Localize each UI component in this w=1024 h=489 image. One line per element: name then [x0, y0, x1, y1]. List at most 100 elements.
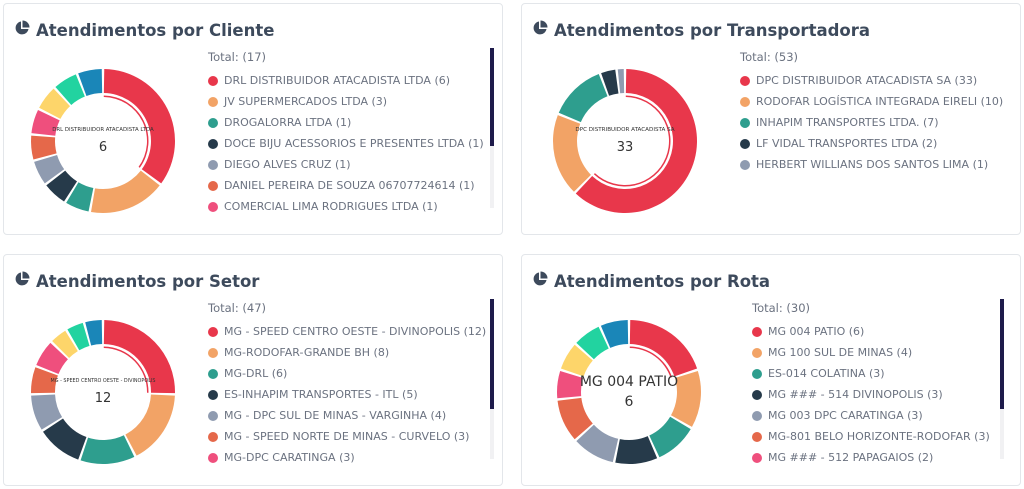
donut-chart[interactable]: DRL DISTRIBUIDOR ATACADISTA LTDA 6 [18, 56, 188, 226]
donut-slice[interactable] [39, 88, 71, 119]
donut-slice[interactable] [576, 326, 609, 360]
donut-slice[interactable] [31, 110, 60, 136]
legend-label: RODOFAR LOGÍSTICA INTEGRADA EIRELI (10) [756, 95, 1004, 108]
legend-item[interactable]: JV SUPERMERCADOS LTDA (3) [208, 91, 488, 112]
legend-color-dot [740, 138, 750, 149]
donut-slice[interactable] [78, 69, 103, 96]
donut-slice[interactable] [125, 394, 175, 456]
donut-chart[interactable]: DPC DISTRIBUIDOR ATACADISTA SA 33 [540, 56, 710, 226]
legend-color-dot [208, 389, 218, 400]
donut-slice[interactable] [31, 394, 63, 430]
panel-title: Atendimentos por Transportadora [554, 20, 871, 40]
donut-slice[interactable] [560, 344, 593, 377]
donut-slice[interactable] [553, 115, 591, 192]
legend-item[interactable]: ES-014 COLATINA (3) [752, 363, 1002, 384]
donut-slice[interactable] [600, 320, 629, 348]
legend-label: MG 004 PATIO (6) [768, 325, 865, 338]
legend-item[interactable]: DPC DISTRIBUIDOR ATACADISTA SA (33) [740, 70, 1010, 91]
legend-item[interactable]: INHAPIM TRANSPORTES LTDA. (7) [740, 112, 1010, 133]
legend-item[interactable]: DIEGO ALVES CRUZ (1) [208, 154, 488, 175]
legend-color-dot [752, 452, 762, 463]
donut-slice[interactable] [66, 182, 94, 212]
donut-slice[interactable] [52, 330, 78, 359]
donut-slice[interactable] [46, 170, 78, 202]
scrollbar-thumb[interactable] [1000, 299, 1004, 409]
donut-slice[interactable] [103, 69, 175, 184]
legend-label: MG ### - 514 DIVINOPOLIS (3) [768, 388, 943, 401]
donut-slice[interactable] [103, 320, 175, 394]
donut-chart[interactable]: MG - SPEED CENTRO OESTE - DIVINOPOLIS 12 [18, 307, 188, 477]
donut-slice[interactable] [42, 418, 87, 460]
legend-item[interactable]: ES-INHAPIM TRANSPORTES - ITL (5) [208, 384, 488, 405]
card-rota: Atendimentos por Rota MG 004 PATIO 6 Tota… [521, 254, 1021, 486]
legend-color-dot [208, 75, 218, 86]
legend-item[interactable]: DRL DISTRIBUIDOR ATACADISTA LTDA (6) [208, 70, 488, 91]
legend-color-dot [208, 138, 218, 149]
scrollbar-thumb[interactable] [490, 48, 494, 146]
donut-slice[interactable] [558, 73, 608, 123]
legend-item[interactable]: DANIEL PEREIRA DE SOUZA 06707724614 (1) [208, 175, 488, 196]
donut-slice[interactable] [91, 170, 160, 213]
legend-item[interactable]: DROGALORRA LTDA (1) [208, 112, 488, 133]
legend-item[interactable]: COMERCIAL LIMA RODRIGUES LTDA (1) [208, 196, 488, 217]
legend-label: MG - SPEED NORTE DE MINAS - CURVELO (3) [224, 430, 470, 443]
donut-slice[interactable] [34, 154, 65, 184]
legend-label: DPC DISTRIBUIDOR ATACADISTA SA (33) [756, 74, 978, 87]
legend-label: MG-RODOFAR-GRANDE BH (8) [224, 346, 390, 359]
scrollbar[interactable] [490, 48, 494, 208]
legend-item[interactable]: MG 003 DPC CARATINGA (3) [752, 405, 1002, 426]
legend-color-dot [208, 326, 218, 337]
donut-slice[interactable] [85, 320, 103, 346]
pie-chart-icon [532, 271, 554, 291]
legend-label: LF VIDAL TRANSPORTES LTDA (2) [756, 137, 938, 150]
donut-chart[interactable]: MG 004 PATIO 6 [544, 307, 714, 477]
legend-item[interactable]: MG-RODOFAR-GRANDE BH (8) [208, 342, 488, 363]
panel-title: Atendimentos por Rota [554, 271, 771, 291]
legend-item[interactable]: MG 004 PATIO (6) [752, 321, 1002, 342]
scrollbar-thumb[interactable] [490, 299, 494, 409]
donut-slice[interactable] [601, 69, 619, 96]
card-title: Atendimentos por Cliente [14, 20, 274, 40]
donut-slice[interactable] [649, 416, 691, 458]
donut-slice[interactable] [31, 367, 58, 394]
legend-item[interactable]: MG-DRL (6) [208, 363, 488, 384]
legend-item[interactable]: DOCE BIJU ACESSORIOS E PRESENTES LTDA (1… [208, 133, 488, 154]
legend-color-dot [208, 452, 218, 463]
legend-item[interactable]: MG 100 SUL DE MINAS (4) [752, 342, 1002, 363]
legend-item[interactable]: HERBERT WILLIANS DOS SANTOS LIMA (1) [740, 154, 1010, 175]
donut-slice[interactable] [55, 74, 85, 105]
donut-slice[interactable] [36, 342, 68, 374]
donut-slice[interactable] [557, 397, 593, 440]
donut-slice[interactable] [31, 135, 57, 160]
center-value: 6 [99, 140, 107, 155]
scrollbar[interactable] [490, 299, 494, 459]
card-transportadora: Atendimentos por Transportadora DPC DIST… [521, 3, 1021, 235]
legend: Total: (30) MG 004 PATIO (6) MG 100 SUL DE… [752, 301, 1002, 468]
legend-label: COMERCIAL LIMA RODRIGUES LTDA (1) [224, 200, 438, 213]
legend-item[interactable]: MG - SPEED NORTE DE MINAS - CURVELO (3) [208, 426, 488, 447]
donut-slice[interactable] [80, 435, 135, 464]
legend-item[interactable]: RODOFAR LOGÍSTICA INTEGRADA EIRELI (10) [740, 91, 1010, 112]
card-title: Atendimentos por Rota [532, 271, 770, 291]
donut-slice[interactable] [67, 322, 90, 351]
legend-item[interactable]: MG ### - 512 PAPAGAIOS (2) [752, 447, 1002, 468]
donut-slice[interactable] [557, 370, 584, 399]
donut-slice[interactable] [670, 370, 701, 427]
legend-color-dot [208, 117, 218, 128]
donut-slice[interactable] [615, 436, 658, 464]
legend-label: MG 003 DPC CARATINGA (3) [768, 409, 923, 422]
legend-item[interactable]: MG-801 BELO HORIZONTE-RODOFAR (3) [752, 426, 1002, 447]
legend-item[interactable]: MG - DPC SUL DE MINAS - VARGINHA (4) [208, 405, 488, 426]
legend-item[interactable]: MG-DPC CARATINGA (3) [208, 447, 488, 468]
donut-slice[interactable] [617, 69, 625, 94]
donut-slice[interactable] [629, 320, 698, 377]
legend: Total: (53) DPC DISTRIBUIDOR ATACADISTA S… [740, 50, 1010, 175]
legend-color-dot [752, 431, 762, 442]
legend-item[interactable]: MG ### - 514 DIVINOPOLIS (3) [752, 384, 1002, 405]
legend-item[interactable]: LF VIDAL TRANSPORTES LTDA (2) [740, 133, 1010, 154]
scrollbar[interactable] [1000, 299, 1004, 459]
donut-slice[interactable] [576, 424, 619, 463]
center-value: 12 [95, 391, 112, 406]
legend-item[interactable]: MG - SPEED CENTRO OESTE - DIVINOPOLIS (1… [208, 321, 488, 342]
donut-slice[interactable] [575, 69, 697, 214]
